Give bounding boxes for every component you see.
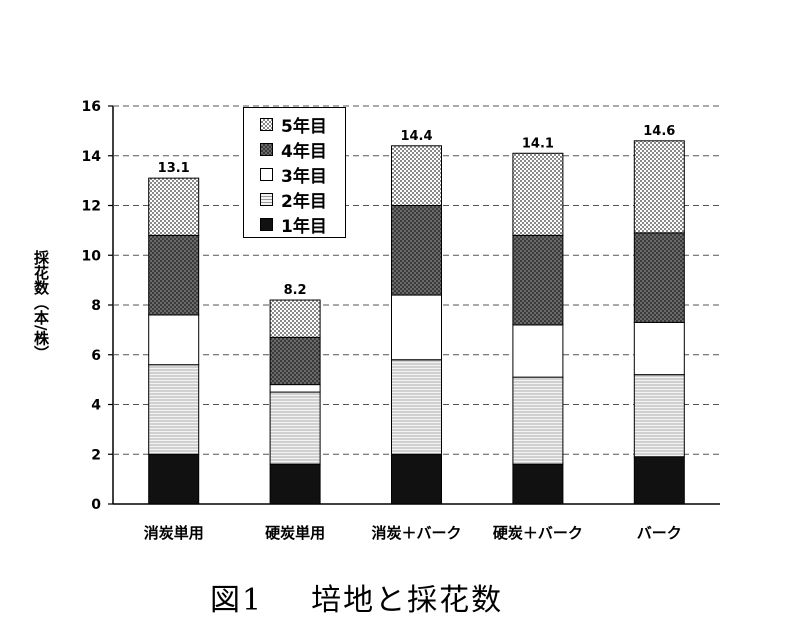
bar-segment — [512, 152, 564, 236]
legend-item: 1年目 — [260, 212, 345, 237]
figure-caption-text: 培地と採花数 — [311, 583, 504, 618]
x-tick-label: 消炭単用 — [144, 524, 204, 542]
bar-segment — [512, 324, 564, 378]
legend-label: 4年目 — [281, 142, 327, 162]
bar-stack — [633, 140, 685, 505]
bar-segment — [148, 364, 200, 455]
figure-caption: 図1 培地と採花数 — [210, 575, 503, 619]
bar-segment — [148, 453, 200, 505]
total-label: 8.2 — [284, 283, 307, 298]
y-tick-label: 0 — [91, 497, 101, 513]
total-label: 14.4 — [400, 129, 432, 144]
x-tick-label: 硬炭単用 — [265, 524, 325, 542]
y-axis: 0 2 4 6 8 10 12 14 16 — [82, 99, 113, 513]
total-label: 13.1 — [158, 161, 190, 176]
legend-label: 3年目 — [281, 167, 327, 187]
total-label: 14.6 — [643, 124, 675, 139]
bar-stack — [148, 177, 200, 505]
bar-segment — [148, 177, 200, 236]
y-tick-label: 2 — [91, 447, 101, 463]
legend-swatch — [260, 118, 273, 131]
y-tick-label: 8 — [91, 298, 101, 314]
legend-item: 4年目 — [260, 137, 345, 162]
total-label: 14.1 — [522, 136, 554, 151]
legend-item: 3年目 — [260, 162, 345, 187]
bar-segment — [633, 374, 685, 458]
y-axis-label: 採花数（本/株） — [32, 250, 50, 361]
bar-segment — [269, 384, 321, 393]
y-tick-label: 4 — [91, 398, 101, 414]
bars — [148, 140, 685, 505]
bar-segment — [269, 299, 321, 338]
legend: 5年目 4年目 3年目 2年目 1年目 — [243, 107, 346, 238]
total-labels: 13.1 8.2 14.4 14.1 14.6 — [158, 124, 676, 298]
bar-segment — [391, 145, 442, 207]
bar-segment — [148, 234, 200, 316]
legend-label: 2年目 — [281, 192, 327, 212]
legend-swatch — [260, 143, 273, 156]
y-tick-label: 12 — [82, 199, 101, 215]
x-tick-label: バーク — [637, 524, 682, 542]
legend-swatch — [260, 168, 273, 181]
legend-label: 1年目 — [281, 217, 327, 237]
y-tick-label: 14 — [82, 149, 102, 165]
bar-segment — [391, 453, 442, 505]
legend-item: 5年目 — [260, 112, 345, 137]
y-tick-label: 6 — [91, 348, 101, 364]
bar-stack — [512, 152, 564, 505]
bar-segment — [633, 140, 685, 234]
bar-segment — [391, 294, 442, 361]
bar-segment — [391, 359, 442, 455]
x-tick-label: 硬炭＋バーク — [493, 524, 583, 542]
y-tick-label: 10 — [82, 248, 102, 264]
bar-segment — [269, 463, 321, 505]
figure-number: 図1 — [210, 583, 264, 618]
legend-item: 2年目 — [260, 187, 345, 212]
bar-segment — [512, 463, 564, 505]
legend-label: 5年目 — [281, 117, 327, 137]
x-tick-label: 消炭＋バーク — [371, 524, 461, 542]
bar-segment — [512, 234, 564, 326]
bar-segment — [269, 336, 321, 386]
bar-stack — [391, 145, 442, 505]
bar-segment — [633, 456, 685, 505]
legend-swatch — [260, 193, 273, 206]
bar-segment — [269, 391, 321, 465]
bar-segment — [512, 376, 564, 465]
bar-stack — [269, 299, 321, 505]
y-tick-label: 16 — [82, 99, 101, 115]
x-axis-labels: 消炭単用 硬炭単用 消炭＋バーク 硬炭＋バーク バーク — [144, 524, 682, 542]
legend-swatch — [260, 218, 273, 231]
bar-segment — [633, 321, 685, 376]
bar-segment — [633, 232, 685, 323]
bar-segment — [148, 314, 200, 366]
bar-segment — [391, 205, 442, 296]
